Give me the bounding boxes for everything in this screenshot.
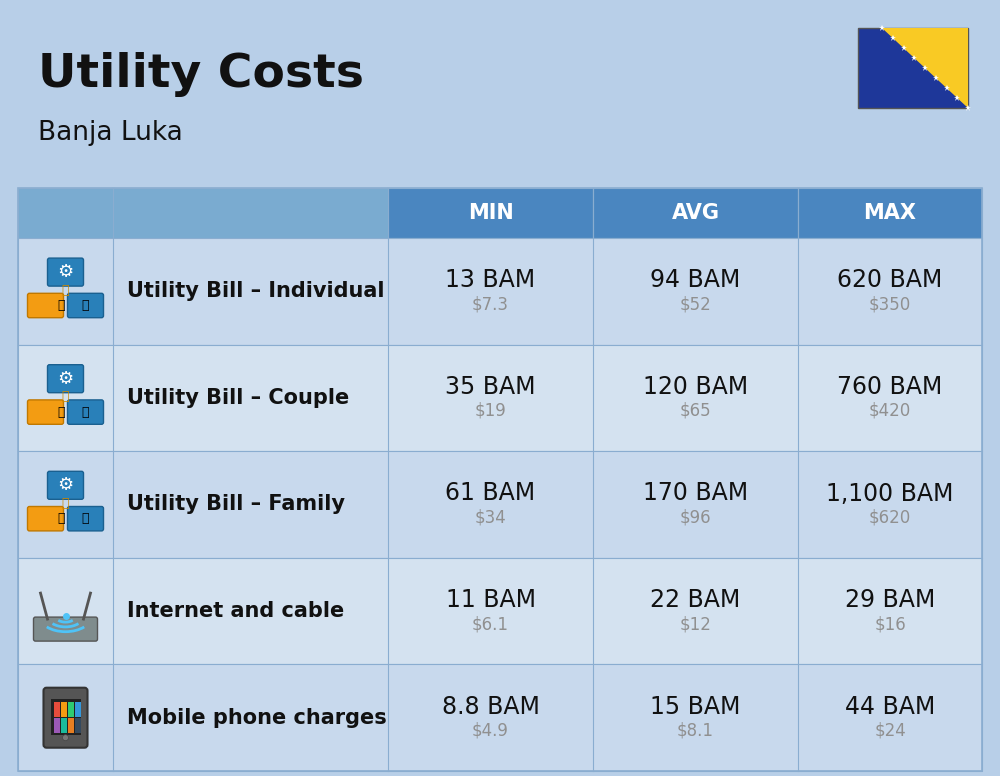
Text: 💧: 💧 bbox=[82, 299, 89, 312]
Text: $4.9: $4.9 bbox=[472, 722, 509, 740]
Bar bbox=[18, 188, 388, 238]
FancyBboxPatch shape bbox=[28, 507, 64, 531]
Text: $7.3: $7.3 bbox=[472, 296, 509, 314]
Text: ⚙: ⚙ bbox=[57, 369, 74, 388]
Text: 🔌: 🔌 bbox=[58, 406, 65, 418]
Text: $350: $350 bbox=[869, 296, 911, 314]
Text: AVG: AVG bbox=[672, 203, 720, 223]
FancyBboxPatch shape bbox=[34, 617, 98, 641]
Text: 1,100 BAM: 1,100 BAM bbox=[826, 481, 954, 505]
Text: 94 BAM: 94 BAM bbox=[650, 268, 741, 293]
Text: 🧑: 🧑 bbox=[62, 497, 69, 510]
Text: ⚙: ⚙ bbox=[57, 476, 74, 494]
Bar bbox=[54, 702, 60, 717]
Text: Utility Bill – Individual: Utility Bill – Individual bbox=[127, 282, 384, 301]
Text: $420: $420 bbox=[869, 402, 911, 420]
Text: Utility Bill – Couple: Utility Bill – Couple bbox=[127, 388, 349, 408]
Text: 760 BAM: 760 BAM bbox=[837, 375, 943, 399]
Text: Banja Luka: Banja Luka bbox=[38, 120, 183, 146]
Text: 13 BAM: 13 BAM bbox=[445, 268, 536, 293]
Polygon shape bbox=[882, 28, 968, 108]
Bar bbox=[18, 558, 982, 664]
Text: $16: $16 bbox=[874, 615, 906, 633]
Bar bbox=[18, 451, 982, 558]
Bar bbox=[54, 718, 60, 733]
Text: Utility Bill – Family: Utility Bill – Family bbox=[127, 494, 345, 514]
Bar bbox=[68, 718, 74, 733]
Text: $12: $12 bbox=[680, 615, 711, 633]
Text: 🧑: 🧑 bbox=[62, 284, 69, 296]
Text: 🔌: 🔌 bbox=[58, 512, 65, 525]
Bar bbox=[18, 238, 982, 345]
Text: Internet and cable: Internet and cable bbox=[127, 601, 344, 621]
FancyBboxPatch shape bbox=[44, 688, 88, 748]
FancyBboxPatch shape bbox=[48, 471, 84, 499]
Text: $19: $19 bbox=[475, 402, 506, 420]
FancyBboxPatch shape bbox=[48, 258, 84, 286]
Text: 120 BAM: 120 BAM bbox=[643, 375, 748, 399]
Text: $96: $96 bbox=[680, 508, 711, 526]
FancyBboxPatch shape bbox=[68, 400, 104, 424]
Text: 22 BAM: 22 BAM bbox=[650, 588, 741, 612]
Bar bbox=[50, 698, 80, 735]
Bar bbox=[74, 702, 80, 717]
Text: $620: $620 bbox=[869, 508, 911, 526]
Text: 🔌: 🔌 bbox=[58, 299, 65, 312]
FancyBboxPatch shape bbox=[68, 507, 104, 531]
Text: $65: $65 bbox=[680, 402, 711, 420]
Bar bbox=[593, 188, 798, 238]
Bar bbox=[60, 702, 66, 717]
Text: 💧: 💧 bbox=[82, 406, 89, 418]
Text: $52: $52 bbox=[680, 296, 711, 314]
Text: $8.1: $8.1 bbox=[677, 722, 714, 740]
Text: 61 BAM: 61 BAM bbox=[445, 481, 536, 505]
FancyBboxPatch shape bbox=[48, 365, 84, 393]
FancyBboxPatch shape bbox=[68, 293, 104, 317]
Text: 🧑: 🧑 bbox=[62, 390, 69, 404]
Text: 15 BAM: 15 BAM bbox=[650, 695, 741, 719]
Text: 11 BAM: 11 BAM bbox=[446, 588, 536, 612]
Text: 8.8 BAM: 8.8 BAM bbox=[442, 695, 539, 719]
Text: 170 BAM: 170 BAM bbox=[643, 481, 748, 505]
Text: $24: $24 bbox=[874, 722, 906, 740]
Bar bbox=[74, 718, 80, 733]
Text: 44 BAM: 44 BAM bbox=[845, 695, 935, 719]
Text: 💧: 💧 bbox=[82, 512, 89, 525]
FancyBboxPatch shape bbox=[28, 293, 64, 317]
Circle shape bbox=[62, 735, 68, 741]
Text: 35 BAM: 35 BAM bbox=[445, 375, 536, 399]
Bar bbox=[798, 188, 982, 238]
Bar bbox=[18, 188, 982, 771]
Bar bbox=[18, 345, 982, 451]
Bar bbox=[18, 664, 982, 771]
Text: Utility Costs: Utility Costs bbox=[38, 52, 364, 97]
Text: $34: $34 bbox=[475, 508, 506, 526]
Text: $6.1: $6.1 bbox=[472, 615, 509, 633]
Text: MIN: MIN bbox=[468, 203, 513, 223]
Bar bbox=[388, 188, 593, 238]
Text: Mobile phone charges: Mobile phone charges bbox=[127, 708, 387, 728]
Text: 29 BAM: 29 BAM bbox=[845, 588, 935, 612]
Bar bbox=[60, 718, 66, 733]
Text: ⚙: ⚙ bbox=[57, 263, 74, 281]
Text: MAX: MAX bbox=[864, 203, 916, 223]
Bar bbox=[68, 702, 74, 717]
Text: 620 BAM: 620 BAM bbox=[837, 268, 943, 293]
Bar bbox=[858, 28, 968, 108]
FancyBboxPatch shape bbox=[28, 400, 64, 424]
